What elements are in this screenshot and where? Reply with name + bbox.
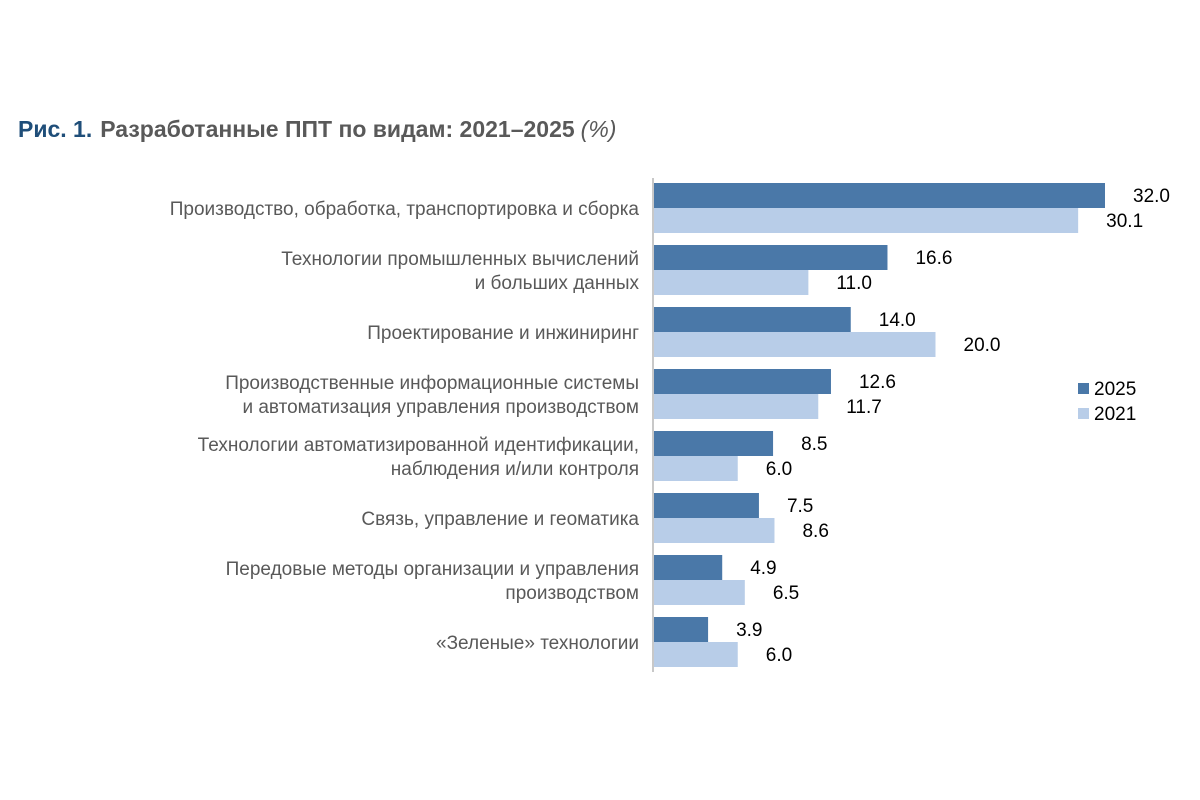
data-label-2021: 20.0 <box>964 335 1001 356</box>
data-label-2021: 8.6 <box>802 521 828 542</box>
data-label-2021: 30.1 <box>1106 211 1143 232</box>
category-label: наблюдения и/или контроля <box>391 459 639 480</box>
bar-2021 <box>653 456 738 481</box>
data-label-2021: 6.5 <box>773 583 799 604</box>
bar-2025 <box>653 555 723 580</box>
figure-title: Разработанные ППТ по видам: 2021–2025 <box>100 116 575 142</box>
bar-2025 <box>653 183 1105 208</box>
legend-swatch-2025 <box>1078 383 1089 394</box>
data-label-2025: 3.9 <box>736 620 762 641</box>
bar-2021 <box>653 270 809 295</box>
category-label: Производство, обработка, транспортировка… <box>170 199 640 220</box>
bar-2025 <box>653 493 759 518</box>
bar-2021 <box>653 394 819 419</box>
category-label: Проектирование и инжиниринг <box>367 323 639 344</box>
data-label-2021: 6.0 <box>766 645 792 666</box>
data-label-2021: 6.0 <box>766 459 792 480</box>
bar-2025 <box>653 245 888 270</box>
bar-2021 <box>653 580 745 605</box>
legend-label-2025: 2025 <box>1094 379 1136 400</box>
data-label-2021: 11.0 <box>836 273 872 294</box>
figure-unit: (%) <box>580 116 617 142</box>
bar-2021 <box>653 518 775 543</box>
category-label: Технологии промышленных вычислений <box>281 249 639 270</box>
category-label: Производственные информационные системы <box>225 373 639 394</box>
data-label-2025: 32.0 <box>1133 186 1170 207</box>
legend-swatch-2021 <box>1078 408 1089 419</box>
category-label: Технологии автоматизированной идентифика… <box>198 435 639 456</box>
category-label: и больших данных <box>475 273 640 294</box>
data-label-2025: 14.0 <box>879 310 916 331</box>
category-label: Передовые методы организации и управлени… <box>226 559 639 580</box>
chart-title: Рис. 1. Разработанные ППТ по видам: 2021–… <box>18 116 616 143</box>
bar-2025 <box>653 307 851 332</box>
bar-2021 <box>653 208 1079 233</box>
figure-number: Рис. 1. <box>18 116 93 142</box>
bar-2025 <box>653 431 774 456</box>
category-label: производством <box>505 583 639 604</box>
data-label-2025: 16.6 <box>915 248 952 269</box>
bar-2025 <box>653 617 709 642</box>
category-label: Связь, управление и геоматика <box>361 509 639 530</box>
category-label: и автоматизация управления производством <box>242 397 639 418</box>
bar-2021 <box>653 332 936 357</box>
bar-2021 <box>653 642 738 667</box>
category-label: «Зеленые» технологии <box>436 633 639 654</box>
data-label-2021: 11.7 <box>846 397 882 418</box>
legend-label-2021: 2021 <box>1094 404 1136 425</box>
data-label-2025: 7.5 <box>787 496 813 517</box>
bar-2025 <box>653 369 831 394</box>
data-label-2025: 8.5 <box>801 434 827 455</box>
data-label-2025: 4.9 <box>750 558 776 579</box>
data-label-2025: 12.6 <box>859 372 896 393</box>
